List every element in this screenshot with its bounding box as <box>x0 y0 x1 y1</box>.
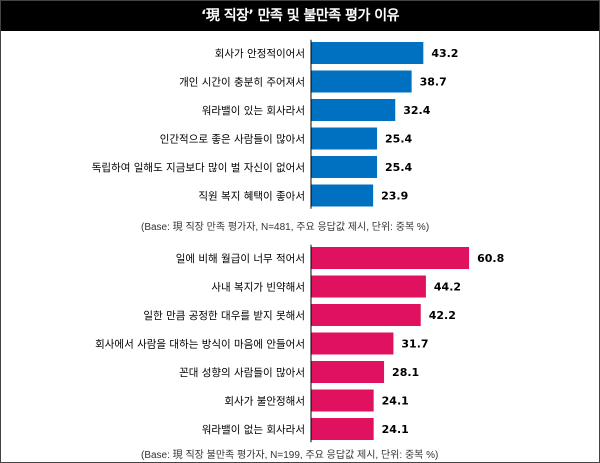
satisfied-value-label: 32.4 <box>403 104 430 117</box>
unsatisfied-category-label: 일한 만큼 공정한 대우를 받지 못해서 <box>143 309 305 322</box>
unsatisfied-bar <box>311 361 385 383</box>
unsatisfied-bar-group: 일에 비해 월급이 너무 적어서 60.8 사내 복지가 빈약해서 44.2 일한 만큼… <box>95 244 504 443</box>
unsatisfied-value-label: 44.2 <box>434 281 461 294</box>
unsatisfied-bar <box>311 275 426 298</box>
unsatisfied-category-label: 회사가 불안정해서 <box>224 395 305 408</box>
unsatisfied-bar <box>311 304 421 326</box>
satisfied-base-note: (Base: 現 직장 만족 평가자, N=481, 주요 응답값 제시, 단위… <box>141 222 430 233</box>
satisfied-bar <box>311 99 396 121</box>
unsatisfied-base-note: (Base: 現 직장 불만족 평가자, N=199, 주요 응답값 제시, 단… <box>141 450 439 461</box>
unsatisfied-category-label: 꼰대 성향의 사람들이 많아서 <box>179 366 305 379</box>
unsatisfied-bar <box>311 418 374 440</box>
satisfied-bar <box>311 156 378 178</box>
unsatisfied-value-label: 28.1 <box>392 366 419 379</box>
unsatisfied-category-label: 워라밸이 없는 회사라서 <box>202 423 305 436</box>
satisfied-value-label: 23.9 <box>381 190 408 203</box>
unsatisfied-value-label: 31.7 <box>401 338 428 351</box>
satisfied-bar <box>311 184 374 207</box>
unsatisfied-category-label: 일에 비해 월급이 너무 적어서 <box>176 252 305 265</box>
satisfied-bar <box>311 70 412 93</box>
unsatisfied-category-label: 회사에서 사람을 대하는 방식이 마음에 안들어서 <box>95 338 305 351</box>
unsatisfied-category-label: 사내 복지가 빈약해서 <box>211 281 305 294</box>
satisfied-category-label: 인간적으로 좋은 사람들이 많아서 <box>160 133 305 146</box>
satisfied-value-label: 25.4 <box>385 161 412 174</box>
unsatisfied-bar <box>311 247 470 269</box>
unsatisfied-bar <box>311 389 374 412</box>
unsatisfied-value-label: 42.2 <box>429 309 456 322</box>
satisfied-value-label: 43.2 <box>431 47 458 60</box>
satisfied-category-label: 회사가 안정적이어서 <box>215 48 305 60</box>
satisfied-value-label: 38.7 <box>420 76 447 89</box>
satisfied-category-label: 직원 복지 혜택이 좋아서 <box>198 191 305 203</box>
satisfied-bar <box>311 42 424 64</box>
unsatisfied-value-label: 60.8 <box>477 252 504 265</box>
unsatisfied-value-label: 24.1 <box>382 395 409 408</box>
satisfied-bar <box>311 127 378 150</box>
satisfied-value-label: 25.4 <box>385 133 412 146</box>
satisfied-bar-group: 회사가 안정적이어서 43.2 개인 시간이 충분히 주어져서 38.7 워라밸이 있는… <box>92 39 458 209</box>
chart-title: ‘現 직장’ 만족 및 불만족 평가 이유 <box>1 1 599 31</box>
unsatisfied-value-label: 24.1 <box>382 423 409 436</box>
unsatisfied-bar <box>311 332 394 355</box>
satisfied-category-label: 워라밸이 있는 회사라서 <box>202 104 305 117</box>
satisfied-category-label: 개인 시간이 충분히 주어져서 <box>179 77 305 89</box>
satisfied-category-label: 독립하여 일해도 지금보다 많이 벌 자신이 없어서 <box>92 161 305 174</box>
